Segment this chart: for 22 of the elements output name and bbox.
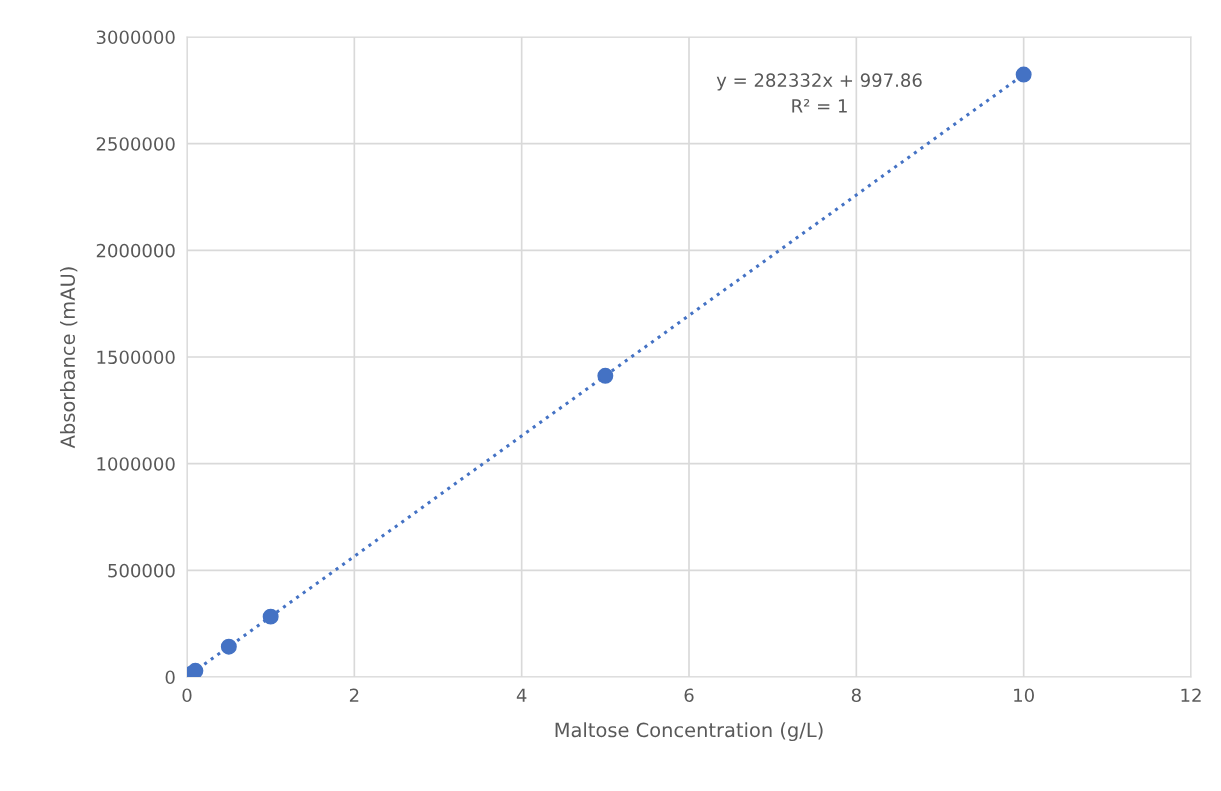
point: [1015, 66, 1032, 83]
point: [597, 367, 614, 384]
y-tick-label: 1000000: [97, 457, 175, 471]
annotation: y = 282332x + 997.86 R² = 1: [716, 73, 922, 113]
x-tick-label: 6: [684, 688, 694, 703]
point: [220, 638, 237, 655]
y-tick-label: 2500000: [96, 137, 175, 151]
y-tick-label: 1500000: [97, 350, 175, 365]
x-tick-label: 2: [349, 688, 359, 702]
x-tick-label: 0: [182, 688, 192, 703]
y-axis-title: Absorbance (mAU): [59, 267, 78, 449]
point: [262, 608, 279, 625]
y-tick-label: 0: [165, 670, 175, 685]
x-tick-label: 12: [1181, 688, 1201, 702]
x-tick-label: 8: [851, 688, 861, 703]
point: [187, 662, 204, 677]
y-tick-label: 3000000: [96, 30, 175, 45]
y-tick-label: 2000000: [96, 243, 175, 258]
x-tick-label: 10: [1014, 688, 1034, 703]
y-tick-label: 500000: [108, 563, 175, 578]
x-tick-label: 4: [516, 688, 527, 702]
x-axis-title: Maltose Concentration (g/L): [555, 722, 823, 742]
